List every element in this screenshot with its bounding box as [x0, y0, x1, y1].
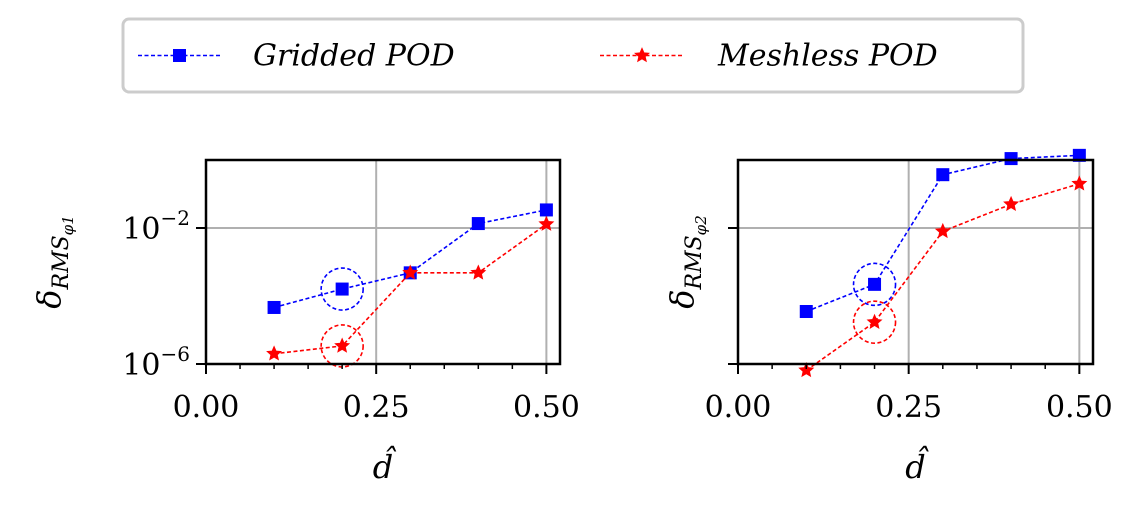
legend-marker-meshless [634, 47, 650, 63]
legend-marker-gridded [173, 49, 186, 62]
point-gridded-4 [539, 203, 553, 217]
y-axis-label: δRMSφ2 [663, 215, 710, 308]
x-axis-label: d̂ [373, 445, 397, 486]
point-meshless-4 [1071, 175, 1088, 191]
subplot-1: 0.00 0.25 0.50 10−6 10−2 d̂ δRMSφ1 [30, 158, 580, 486]
y-tick-label-1: 10−2 [122, 206, 190, 247]
series-line-meshless [273, 223, 547, 355]
x-tick-label-2: 0.50 [513, 390, 580, 425]
point-meshless-0 [266, 345, 283, 361]
x-tick-label-1: 0.25 [343, 390, 410, 425]
annotation-circle-0 [852, 262, 897, 307]
plots: 0.00 0.25 0.50 10−6 10−2 d̂ δRMSφ1 0.00 0.25 0.50… [30, 148, 1113, 486]
point-meshless-2 [934, 222, 951, 239]
x-tick-label-1: 0.25 [875, 390, 942, 425]
point-meshless-1 [334, 337, 351, 353]
legend-frame [121, 17, 1025, 94]
point-gridded-2 [936, 168, 950, 182]
series-line-gridded [273, 209, 547, 309]
series-line-meshless [805, 182, 1080, 372]
point-gridded-0 [267, 300, 281, 314]
legend: Gridded POD Meshless POD [121, 17, 1025, 94]
point-gridded-0 [799, 305, 813, 319]
point-meshless-4 [538, 215, 555, 231]
x-tick-label-0: 0.00 [705, 390, 772, 425]
point-meshless-1 [866, 313, 883, 329]
x-tick-label-2: 0.50 [1046, 390, 1113, 425]
point-meshless-3 [470, 264, 487, 280]
point-gridded-1 [335, 282, 349, 296]
x-axis-label: d̂ [905, 445, 929, 486]
point-meshless-0 [798, 361, 815, 378]
point-gridded-1 [868, 277, 882, 291]
axes-frame [736, 158, 1095, 366]
point-gridded-3 [471, 217, 485, 231]
point-meshless-3 [1003, 195, 1020, 212]
axes-frame [204, 158, 562, 366]
point-gridded-3 [1004, 152, 1018, 166]
legend-label-gridded: Gridded POD [253, 39, 455, 74]
subplot-2: 0.00 0.25 0.50 d̂ δRMSφ2 [663, 148, 1113, 486]
y-axis-label: δRMSφ1 [30, 215, 77, 308]
annotation-circle-0 [320, 267, 364, 311]
point-meshless-2 [402, 264, 419, 280]
x-tick-label-0: 0.00 [173, 390, 240, 425]
annotation-circle-1 [852, 300, 897, 344]
y-tick-label-0: 10−6 [122, 342, 190, 383]
point-gridded-4 [1072, 148, 1086, 162]
legend-label-meshless: Meshless POD [717, 39, 938, 74]
